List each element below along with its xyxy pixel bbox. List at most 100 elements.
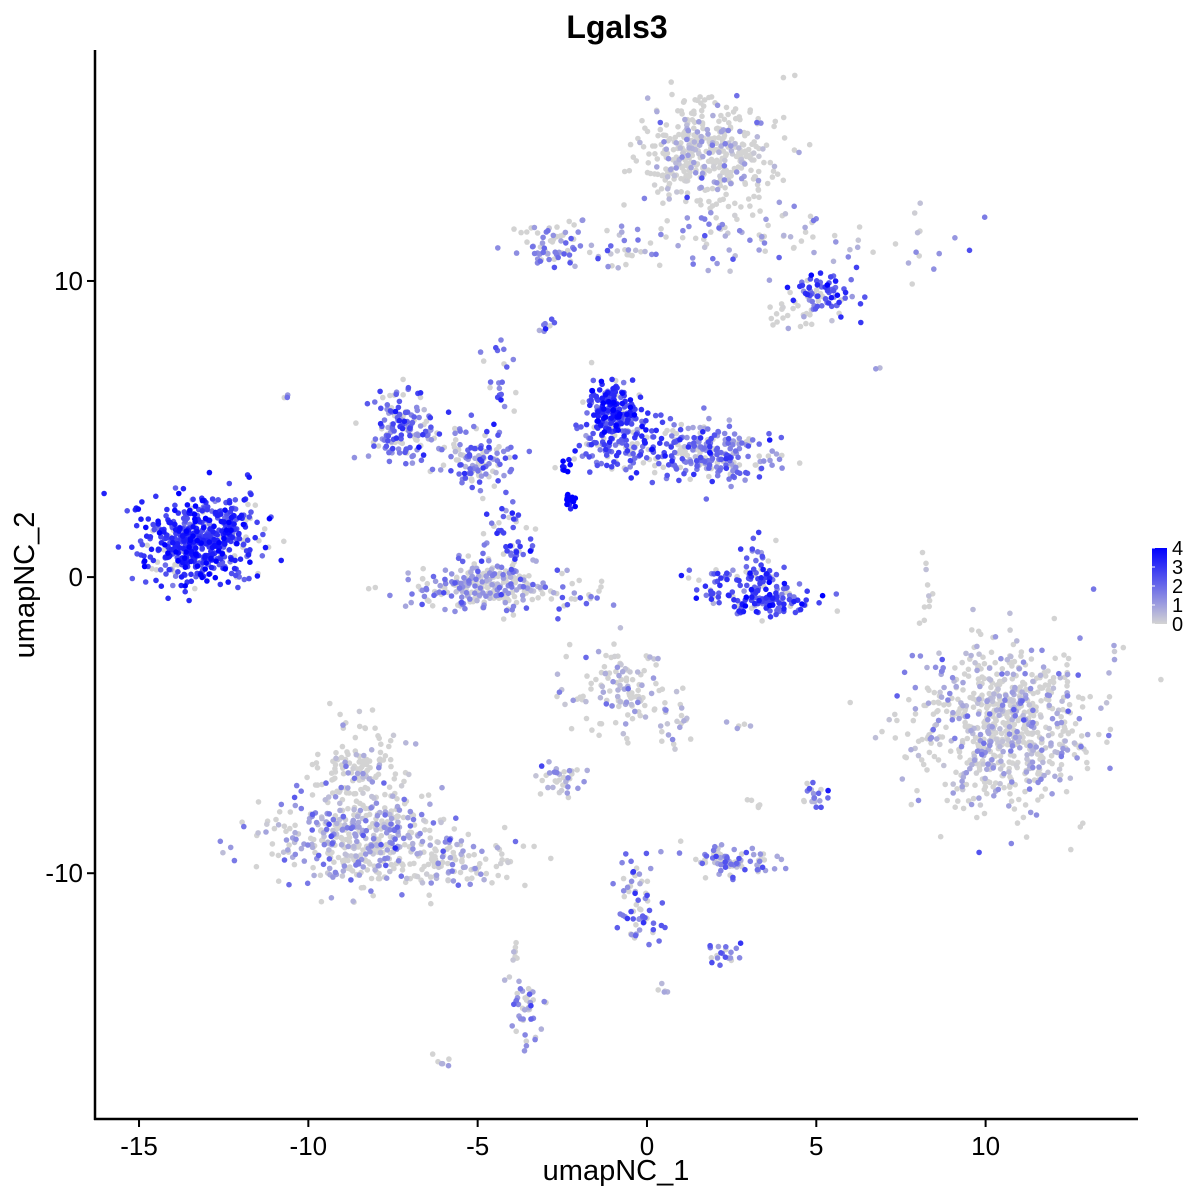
cell-point bbox=[554, 567, 561, 573]
cell-point bbox=[511, 226, 517, 232]
cell-point bbox=[935, 717, 942, 724]
cell-point bbox=[523, 1043, 530, 1049]
cell-point bbox=[568, 725, 575, 732]
cell-point bbox=[1057, 777, 1063, 783]
cell-point bbox=[235, 584, 241, 591]
cell-point bbox=[630, 450, 636, 457]
cell-point bbox=[653, 662, 659, 668]
cell-point bbox=[1067, 775, 1074, 781]
cell-point bbox=[486, 438, 493, 444]
cell-point bbox=[228, 556, 235, 562]
cell-point bbox=[384, 847, 391, 853]
cell-point bbox=[339, 835, 345, 842]
cell-point bbox=[610, 678, 616, 685]
cell-point bbox=[190, 533, 196, 539]
cell-point bbox=[275, 878, 282, 884]
cell-point bbox=[932, 664, 939, 671]
cell-point bbox=[372, 867, 378, 873]
cell-point bbox=[689, 117, 696, 123]
cell-point bbox=[784, 284, 791, 291]
cell-point bbox=[701, 445, 708, 451]
cell-point bbox=[796, 581, 803, 587]
cell-point bbox=[506, 514, 512, 521]
cell-point bbox=[611, 653, 618, 660]
cell-point bbox=[757, 580, 763, 587]
cell-point bbox=[633, 901, 640, 908]
cell-point bbox=[187, 537, 194, 544]
cell-point bbox=[894, 717, 900, 724]
cell-point bbox=[1058, 714, 1064, 720]
cell-point bbox=[970, 704, 977, 710]
cell-point bbox=[588, 680, 594, 687]
cell-point bbox=[810, 217, 817, 224]
cell-point bbox=[451, 826, 458, 832]
cell-point bbox=[858, 319, 864, 326]
cell-point bbox=[659, 900, 666, 906]
cell-point bbox=[755, 529, 762, 536]
cell-point bbox=[776, 456, 783, 463]
cell-point bbox=[377, 857, 383, 864]
cell-point bbox=[206, 469, 213, 476]
cell-point bbox=[819, 592, 826, 599]
cell-point bbox=[1007, 627, 1013, 633]
cell-point bbox=[1035, 797, 1041, 803]
cell-point bbox=[1009, 716, 1015, 723]
cell-point bbox=[158, 583, 165, 589]
cell-point bbox=[804, 291, 811, 298]
cell-point bbox=[346, 831, 352, 837]
cell-point bbox=[371, 443, 377, 449]
cell-point bbox=[959, 778, 965, 785]
cell-point bbox=[386, 784, 393, 790]
cell-point bbox=[637, 880, 643, 887]
cell-point bbox=[370, 892, 377, 899]
cell-point bbox=[421, 863, 428, 870]
cell-point bbox=[815, 298, 822, 304]
cell-point bbox=[448, 571, 455, 577]
cell-point bbox=[574, 767, 580, 773]
axes bbox=[93, 50, 1138, 1121]
cell-point bbox=[157, 567, 164, 573]
cell-point bbox=[293, 782, 300, 789]
cell-point bbox=[792, 72, 798, 79]
cell-point bbox=[719, 221, 726, 228]
cell-point bbox=[936, 250, 942, 257]
cell-point bbox=[986, 665, 993, 671]
cell-point bbox=[150, 557, 157, 564]
cell-point bbox=[1042, 673, 1049, 679]
cell-point bbox=[914, 229, 921, 236]
cell-point bbox=[655, 189, 661, 195]
cell-point bbox=[620, 730, 627, 737]
cell-point bbox=[407, 823, 414, 829]
cell-point bbox=[669, 91, 675, 98]
cell-point bbox=[545, 227, 551, 234]
cell-point bbox=[222, 541, 228, 547]
cell-point bbox=[426, 598, 432, 604]
cell-point bbox=[738, 851, 745, 857]
cell-point bbox=[392, 408, 399, 415]
cell-point bbox=[610, 880, 616, 887]
cell-point bbox=[677, 724, 683, 731]
cell-point bbox=[923, 566, 929, 573]
cell-point bbox=[554, 671, 561, 677]
cell-point bbox=[658, 186, 665, 192]
cell-point bbox=[246, 575, 252, 582]
cell-point bbox=[990, 784, 996, 790]
cell-point bbox=[481, 876, 487, 883]
cell-point bbox=[672, 134, 679, 141]
cell-point bbox=[738, 175, 745, 182]
cell-point bbox=[458, 838, 465, 844]
cell-point bbox=[774, 319, 780, 325]
cell-point bbox=[583, 654, 589, 661]
cell-point bbox=[1056, 670, 1062, 677]
cell-point bbox=[153, 577, 159, 584]
cell-point bbox=[266, 515, 273, 522]
cell-point bbox=[1006, 724, 1013, 730]
cell-point bbox=[382, 753, 389, 759]
cell-point bbox=[710, 847, 717, 854]
cell-point bbox=[356, 723, 363, 730]
cell-point bbox=[556, 777, 563, 783]
cell-point bbox=[402, 409, 409, 416]
cell-point bbox=[970, 695, 976, 702]
cell-point bbox=[313, 819, 320, 826]
cell-point bbox=[717, 962, 723, 968]
